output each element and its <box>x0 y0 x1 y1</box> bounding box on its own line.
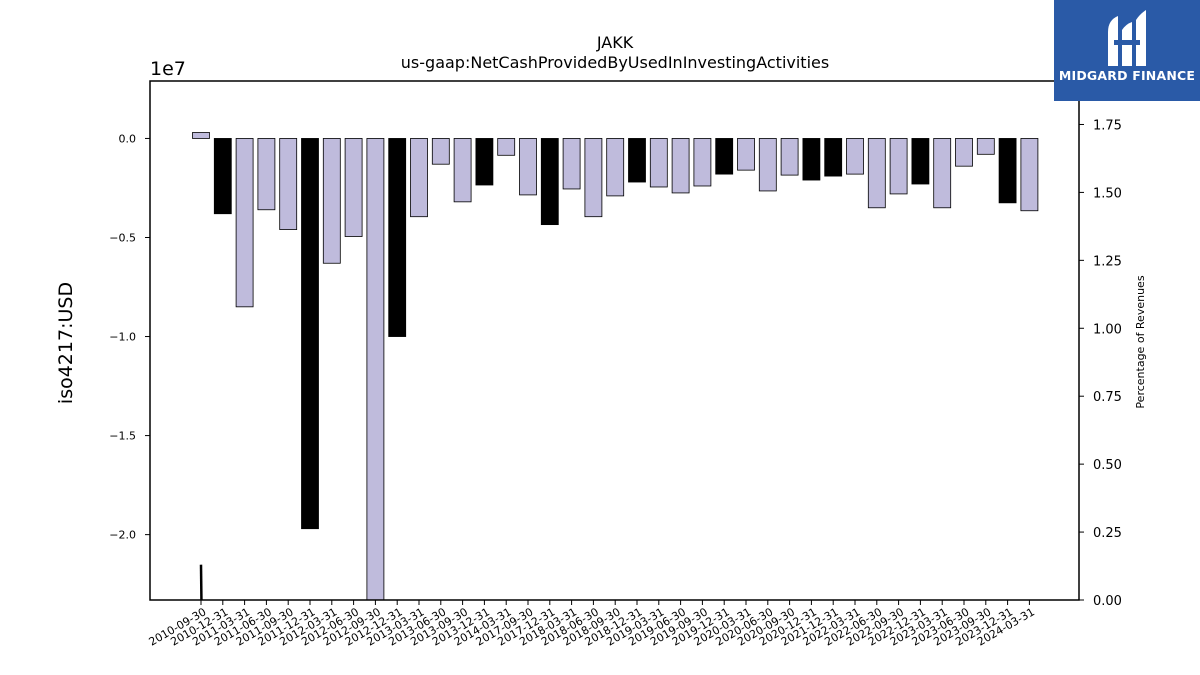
bar-2014-03-31 <box>497 138 516 156</box>
bar-2010-12-31 <box>213 138 232 215</box>
bar-2017-12-31 <box>540 138 559 226</box>
y2-axis-ticks: 0.00 0.25 0.50 0.75 1.00 1.25 1.50 1.75 <box>1079 118 1122 609</box>
bar-2020-03-31 <box>737 138 755 171</box>
bar-2012-12-31 <box>388 138 407 337</box>
bar-2018-03-31 <box>562 138 581 190</box>
y2-tick-label: 1.75 <box>1093 118 1122 133</box>
bar-2019-06-30 <box>671 138 690 194</box>
bar-2018-09-30 <box>606 138 625 197</box>
bar-2011-03-31 <box>235 138 254 308</box>
y-multiplier-label: 1e7 <box>150 58 186 80</box>
bar-2010-09-30 <box>192 132 210 139</box>
y-tick-label: −2.0 <box>109 529 136 542</box>
bar-2019-12-31 <box>715 138 734 175</box>
y2-tick-label: 1.25 <box>1093 254 1122 269</box>
bar-2023-06-30 <box>955 138 973 167</box>
y2-tick-label: 1.50 <box>1093 186 1122 201</box>
bar-2022-12-31 <box>911 138 930 185</box>
midgard-logo-icon <box>1108 10 1146 66</box>
y-tick-label: −1.5 <box>109 430 136 443</box>
bar-2011-06-30 <box>257 138 276 211</box>
bar-2012-09-30 <box>366 138 385 601</box>
bars-group <box>192 132 1039 601</box>
bar-2013-06-30 <box>431 138 450 165</box>
x-axis-ticks: 2010-09-302010-12-312011-03-312011-06-30… <box>147 600 1037 649</box>
bar-2018-06-30 <box>584 138 603 218</box>
bar-2022-03-31 <box>846 138 864 175</box>
bar-2023-12-31 <box>998 138 1017 204</box>
chart-subtitle: us-gaap:NetCashProvidedByUsedInInvesting… <box>401 53 829 72</box>
y-tick-label: −0.5 <box>109 231 136 244</box>
y2-tick-label: 0.75 <box>1093 390 1122 405</box>
bar-2023-03-31 <box>933 138 952 209</box>
y2-tick-label: 0.50 <box>1093 458 1122 473</box>
y2-tick-label: 0.25 <box>1093 526 1122 541</box>
y-axis-ticks: 0.0 −0.5 −1.0 −1.5 −2.0 <box>109 132 150 542</box>
y2-tick-label: 1.00 <box>1093 322 1122 337</box>
bar-2017-09-30 <box>519 138 537 196</box>
bar-2024-03-31 <box>1020 138 1039 212</box>
y-tick-label: 0.0 <box>119 132 137 145</box>
bar-2020-09-30 <box>780 138 799 176</box>
bar-2018-12-31 <box>628 138 646 183</box>
chart-title: JAKK <box>596 33 634 52</box>
bar-2013-09-30 <box>453 138 472 203</box>
bar-2021-12-31 <box>824 138 843 177</box>
bar-2022-09-30 <box>889 138 908 195</box>
bar-2019-09-30 <box>693 138 712 187</box>
logo-text: MIDGARD FINANCE <box>1058 68 1196 83</box>
bar-2023-09-30 <box>976 138 995 155</box>
bar-2012-06-30 <box>344 138 363 237</box>
y2-axis-label: Percentage of Revenues <box>1134 275 1147 408</box>
bar-2022-06-30 <box>867 138 886 209</box>
bar-2020-12-31 <box>802 138 821 181</box>
bar-2020-06-30 <box>758 138 777 192</box>
bar-2019-03-31 <box>649 138 668 188</box>
midgard-finance-logo: MIDGARD FINANCE <box>1054 0 1200 101</box>
y2-tick-label: 0.00 <box>1093 594 1122 609</box>
bar-2012-03-31 <box>322 138 341 264</box>
y-axis-label: iso4217:USD <box>55 282 77 404</box>
bar-2013-03-31 <box>410 138 428 218</box>
plot-frame <box>149 80 1080 601</box>
bar-2011-09-30 <box>279 138 298 230</box>
y-tick-label: −1.0 <box>109 331 136 344</box>
bar-2013-12-31 <box>475 138 494 186</box>
bar-2011-12-31 <box>301 138 319 530</box>
